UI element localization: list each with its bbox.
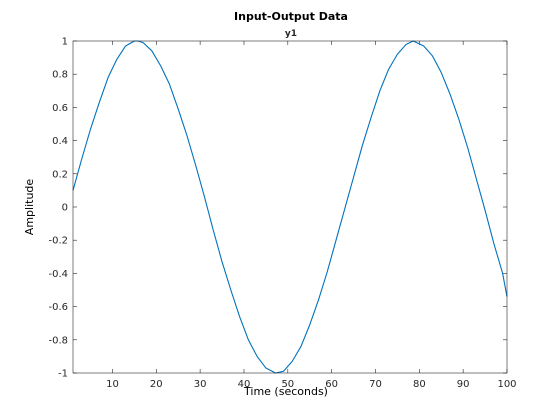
y-tick-label: -0.2 bbox=[48, 236, 68, 247]
x-tick-label: 50 bbox=[281, 379, 294, 390]
y-tick-label: 0.6 bbox=[52, 103, 68, 114]
x-tick-label: 100 bbox=[497, 379, 516, 390]
y-tick-label: -1 bbox=[58, 369, 68, 380]
chart-title: Input-Output Data bbox=[234, 10, 348, 23]
y-axis-label: Amplitude bbox=[23, 179, 36, 236]
y-tick-label: 0.8 bbox=[52, 70, 68, 81]
x-tick-label: 20 bbox=[150, 379, 163, 390]
plot-area bbox=[73, 41, 507, 373]
x-tick-label: 30 bbox=[194, 379, 207, 390]
y-tick-label: -0.8 bbox=[48, 335, 68, 346]
y-tick-label: -0.4 bbox=[48, 269, 68, 280]
y-tick-label: -0.6 bbox=[48, 302, 68, 313]
plot-frame bbox=[72, 40, 508, 374]
x-tick-label: 40 bbox=[238, 379, 251, 390]
y-tick-label: 0.4 bbox=[52, 136, 68, 147]
y-tick-label: 1 bbox=[62, 37, 68, 48]
y-tick-label: 0 bbox=[62, 203, 68, 214]
x-tick-label: 90 bbox=[457, 379, 470, 390]
series-line-y1 bbox=[72, 40, 508, 374]
x-tick-label: 80 bbox=[413, 379, 426, 390]
x-tick-label: 70 bbox=[369, 379, 382, 390]
x-tick-label: 10 bbox=[106, 379, 119, 390]
y-tick-label: 0.2 bbox=[52, 169, 68, 180]
x-tick-label: 60 bbox=[325, 379, 338, 390]
chart-subtitle: y1 bbox=[285, 29, 297, 39]
series-layer bbox=[72, 40, 508, 374]
y-axis-ticks: -1 -0.8 -0.6 -0.4 -0.2 0 0.2 0.4 0.6 0.8 1 bbox=[48, 37, 507, 380]
x-axis-label: Time (seconds) bbox=[243, 385, 328, 398]
